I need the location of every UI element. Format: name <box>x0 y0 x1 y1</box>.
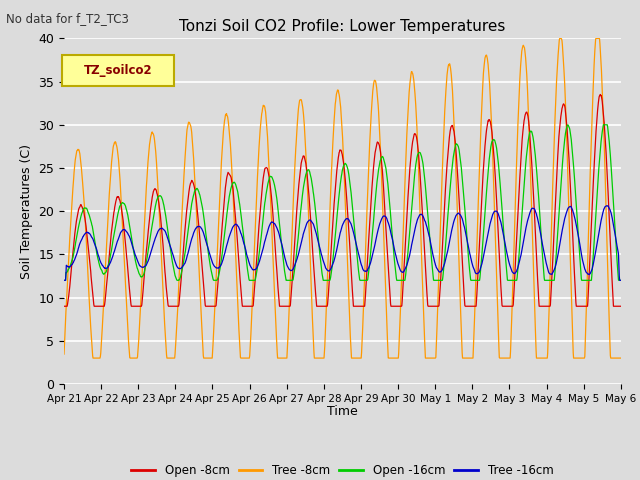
Title: Tonzi Soil CO2 Profile: Lower Temperatures: Tonzi Soil CO2 Profile: Lower Temperatur… <box>179 20 506 35</box>
X-axis label: Time: Time <box>327 405 358 418</box>
Y-axis label: Soil Temperatures (C): Soil Temperatures (C) <box>20 144 33 279</box>
Text: TZ_soilco2: TZ_soilco2 <box>84 64 152 77</box>
Text: No data for f_T2_TC3: No data for f_T2_TC3 <box>6 12 129 25</box>
Legend: Open -8cm, Tree -8cm, Open -16cm, Tree -16cm: Open -8cm, Tree -8cm, Open -16cm, Tree -… <box>127 459 558 480</box>
FancyBboxPatch shape <box>62 55 174 86</box>
